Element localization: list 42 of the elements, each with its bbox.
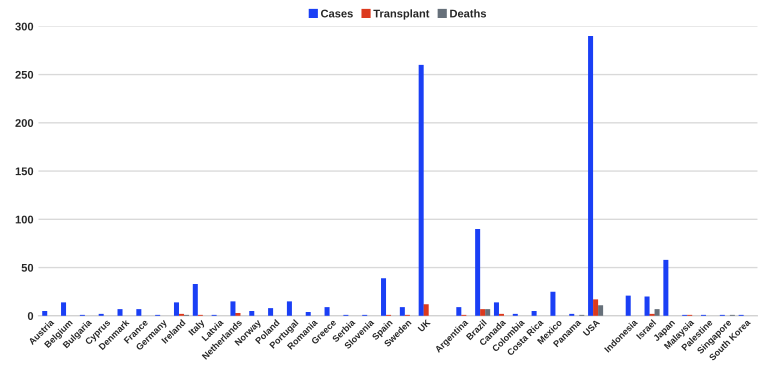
- y-tick-label: 150: [16, 167, 34, 176]
- bar: [230, 301, 236, 316]
- y-tick-label: 50: [22, 264, 34, 272]
- bar: [136, 309, 142, 316]
- bar: [42, 311, 48, 316]
- bar: [249, 311, 254, 316]
- bar: [532, 311, 537, 316]
- bar: [268, 308, 274, 316]
- bar: [598, 305, 604, 316]
- legend-label: Deaths: [450, 9, 486, 18]
- bar: [306, 312, 311, 316]
- bar: [324, 307, 330, 316]
- bar: [485, 309, 490, 316]
- bar: [424, 304, 429, 316]
- y-tick-label: 200: [15, 119, 34, 127]
- bar: [192, 284, 198, 316]
- legend-label: Cases: [320, 10, 353, 18]
- bar: [494, 302, 499, 316]
- bar: [626, 296, 631, 316]
- x-tick-label: UK: [418, 318, 431, 332]
- bar: [644, 296, 650, 316]
- bar: [588, 36, 594, 316]
- bar: [550, 292, 556, 316]
- bar: [61, 302, 66, 316]
- bar: [456, 307, 462, 316]
- legend-label: Transplant: [373, 9, 430, 20]
- bar: [593, 299, 598, 316]
- bar: [286, 301, 292, 316]
- y-tick-label: 100: [16, 216, 34, 224]
- y-tick-label: 0: [28, 312, 34, 320]
- bar: [663, 260, 668, 316]
- bar: [654, 309, 660, 316]
- bar: [418, 64, 424, 316]
- y-tick-label: 250: [15, 70, 34, 79]
- bar: [118, 309, 123, 316]
- bar: [475, 228, 480, 316]
- bar: [480, 309, 486, 316]
- bar: [174, 302, 179, 316]
- y-tick-label: 300: [15, 22, 34, 30]
- x-tick-label: USA: [582, 318, 600, 336]
- bar: [381, 278, 386, 316]
- bar: [400, 307, 405, 316]
